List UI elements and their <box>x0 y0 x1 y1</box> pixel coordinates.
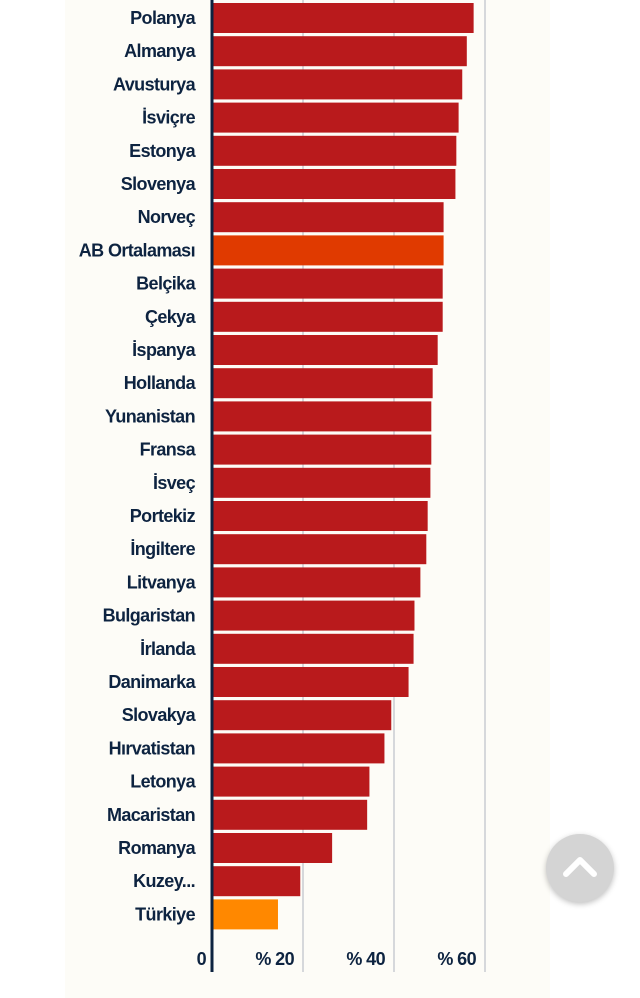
bar <box>212 567 421 598</box>
bar <box>212 3 474 33</box>
bar <box>212 202 444 233</box>
category-label: Slovenya <box>121 174 197 194</box>
category-label: Çekya <box>145 307 197 327</box>
category-label: Portekiz <box>130 506 196 526</box>
category-label: Avusturya <box>113 74 197 94</box>
bar <box>212 633 414 664</box>
bar <box>212 335 438 365</box>
bar <box>212 667 409 697</box>
category-label: İrlanda <box>140 639 196 659</box>
category-label: Yunanistan <box>105 406 195 426</box>
category-label: Danimarka <box>108 672 196 692</box>
tick-label: % 40 <box>346 949 385 969</box>
bar <box>212 733 385 764</box>
category-label: Hollanda <box>124 373 197 393</box>
category-label: İsveç <box>153 473 196 493</box>
category-label: Kuzey... <box>133 871 195 891</box>
category-label: Litvanya <box>127 572 197 592</box>
tick-label: % 60 <box>437 949 476 969</box>
tick-label: % 20 <box>255 949 294 969</box>
bar <box>212 69 463 100</box>
bar <box>212 268 443 299</box>
category-label: Slovakya <box>122 705 197 725</box>
bar <box>212 866 301 897</box>
category-label: Macaristan <box>107 805 195 825</box>
bar <box>212 766 370 797</box>
category-label: Norveç <box>138 207 196 227</box>
category-label: İsviçre <box>142 108 195 128</box>
category-label: Türkiye <box>135 904 195 924</box>
category-label: Hırvatistan <box>109 738 195 758</box>
bar <box>212 36 467 67</box>
bar <box>212 434 432 465</box>
bar <box>212 534 427 565</box>
bar <box>212 401 432 432</box>
bar <box>212 799 368 830</box>
bar <box>212 899 278 930</box>
category-label: Bulgaristan <box>103 606 195 626</box>
bar <box>212 700 392 731</box>
bar <box>212 467 431 498</box>
bar <box>212 235 444 266</box>
bar <box>212 169 456 199</box>
scroll-to-top-button[interactable] <box>546 834 614 902</box>
tick-label: 0 <box>197 949 207 969</box>
category-label: İngiltere <box>130 539 195 559</box>
chevron-up-icon <box>563 857 597 877</box>
bar <box>212 135 457 166</box>
category-label: Fransa <box>140 440 197 460</box>
bar <box>212 301 443 332</box>
category-label: Romanya <box>118 838 196 858</box>
bar <box>212 102 459 133</box>
category-label: Polanya <box>130 8 196 28</box>
category-label: AB Ortalaması <box>79 240 195 260</box>
bar <box>212 501 428 531</box>
category-label: Belçika <box>136 274 196 294</box>
bar <box>212 833 333 863</box>
category-label: Almanya <box>124 41 196 61</box>
chart-panel <box>65 0 550 998</box>
category-label: İspanya <box>132 340 196 360</box>
bar <box>212 600 415 631</box>
category-label: Letonya <box>130 772 196 792</box>
category-label: Estonya <box>129 141 196 161</box>
bar <box>212 368 433 399</box>
